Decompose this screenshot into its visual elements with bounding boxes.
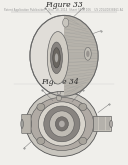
Ellipse shape [63, 18, 69, 27]
Text: Figure 34: Figure 34 [41, 78, 79, 86]
Ellipse shape [38, 102, 85, 146]
Ellipse shape [56, 95, 62, 101]
FancyBboxPatch shape [93, 116, 111, 132]
Ellipse shape [37, 137, 45, 144]
Ellipse shape [79, 137, 87, 144]
Ellipse shape [50, 111, 74, 137]
Ellipse shape [79, 103, 87, 111]
Ellipse shape [84, 47, 91, 60]
Ellipse shape [86, 50, 90, 57]
Ellipse shape [53, 48, 60, 68]
Ellipse shape [37, 103, 45, 111]
Text: Figure 33: Figure 33 [45, 1, 83, 9]
Ellipse shape [59, 121, 65, 127]
Ellipse shape [55, 53, 58, 62]
Polygon shape [64, 15, 98, 96]
Ellipse shape [26, 118, 31, 130]
Ellipse shape [30, 15, 98, 96]
Text: Patent Application Publication    Nov. 18, 2014  Sheet 54 of 106    US 2014/0338: Patent Application Publication Nov. 18, … [4, 8, 124, 12]
Ellipse shape [55, 117, 68, 131]
Ellipse shape [110, 120, 113, 128]
Ellipse shape [44, 106, 80, 142]
Ellipse shape [26, 91, 98, 156]
Ellipse shape [47, 32, 68, 84]
Ellipse shape [57, 91, 61, 95]
Ellipse shape [30, 97, 94, 150]
Ellipse shape [21, 119, 23, 129]
Ellipse shape [51, 42, 62, 74]
FancyBboxPatch shape [22, 114, 31, 133]
